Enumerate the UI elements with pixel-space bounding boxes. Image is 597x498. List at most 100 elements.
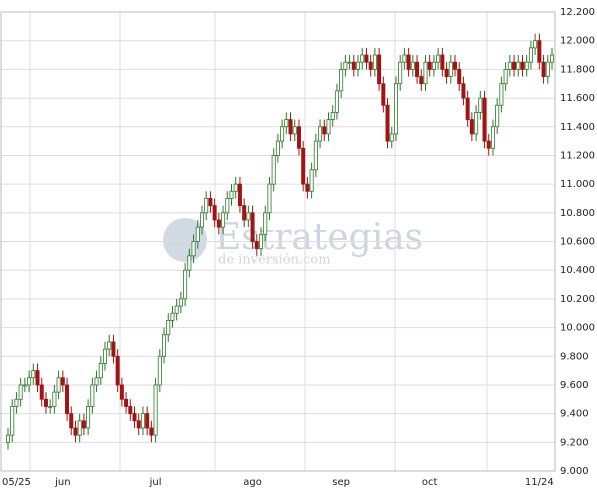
candle-body bbox=[423, 61, 428, 85]
candle-body bbox=[98, 363, 103, 379]
candle-body bbox=[31, 370, 36, 379]
candle-body bbox=[550, 54, 555, 63]
candle-body bbox=[469, 119, 474, 135]
candle-body bbox=[296, 126, 301, 149]
candle-body bbox=[157, 355, 162, 386]
candle-body bbox=[14, 398, 19, 407]
y-tick-label: 11.200 bbox=[560, 150, 595, 161]
candle-body bbox=[208, 198, 213, 207]
candle-body bbox=[436, 54, 441, 63]
candle-body bbox=[533, 40, 538, 49]
candle-body bbox=[389, 133, 394, 142]
candle-body bbox=[267, 183, 272, 214]
candle-body bbox=[482, 97, 487, 142]
x-tick-label: 11/24 bbox=[525, 477, 554, 488]
candle-body bbox=[448, 61, 453, 77]
candle-body bbox=[86, 406, 91, 429]
candle-body bbox=[166, 319, 171, 336]
candle-body bbox=[330, 112, 335, 120]
candle-body bbox=[254, 241, 259, 250]
candle-body bbox=[474, 112, 479, 135]
candle-body bbox=[81, 420, 86, 429]
candle-body bbox=[52, 391, 57, 407]
y-tick-label: 9.600 bbox=[560, 380, 589, 391]
candle-body bbox=[520, 61, 525, 70]
candle-body bbox=[284, 119, 289, 128]
candle-body bbox=[229, 190, 234, 199]
candle-body bbox=[107, 341, 112, 350]
candle-body bbox=[153, 384, 158, 436]
x-tick-label: sep bbox=[332, 477, 350, 488]
candle-body bbox=[461, 83, 466, 99]
candle-body bbox=[69, 413, 74, 429]
candle-body bbox=[528, 47, 533, 63]
candle-body bbox=[271, 155, 276, 185]
candle-body bbox=[132, 413, 137, 422]
candle-body bbox=[347, 61, 352, 64]
candle-body bbox=[419, 76, 424, 85]
x-tick-label: oct bbox=[422, 477, 438, 488]
candle-body bbox=[246, 212, 251, 221]
candle-body bbox=[444, 68, 449, 77]
candle-body bbox=[73, 427, 78, 436]
candle-body bbox=[343, 61, 348, 70]
y-tick-label: 10.400 bbox=[560, 265, 595, 276]
candle-body bbox=[275, 140, 280, 156]
candle-body bbox=[212, 205, 217, 221]
candle-body bbox=[27, 377, 32, 386]
candle-body bbox=[478, 97, 483, 113]
watermark-subtitle: de inversión.com bbox=[218, 253, 331, 268]
y-tick-label: 9.800 bbox=[560, 351, 589, 362]
y-tick-label: 10.600 bbox=[560, 237, 595, 248]
candle-body bbox=[263, 212, 268, 235]
candle-body bbox=[250, 212, 255, 242]
candle-body bbox=[415, 61, 420, 77]
candle-body bbox=[545, 61, 550, 77]
y-tick-label: 11.600 bbox=[560, 93, 595, 104]
candle-body bbox=[318, 126, 323, 142]
candle-body bbox=[102, 348, 107, 364]
candle-body bbox=[356, 61, 361, 70]
y-tick-label: 9.200 bbox=[560, 437, 589, 448]
candle-body bbox=[486, 140, 491, 149]
candle-body bbox=[18, 384, 23, 400]
candle-body bbox=[111, 341, 116, 357]
candle-body bbox=[124, 398, 129, 407]
candle-body bbox=[225, 198, 230, 214]
plot-border bbox=[0, 11, 556, 472]
candle-body bbox=[393, 83, 398, 135]
candle-body bbox=[453, 61, 458, 70]
candle-body bbox=[334, 90, 339, 113]
x-tick-label: ago bbox=[243, 477, 262, 488]
candle-body bbox=[22, 384, 27, 387]
candle-body bbox=[90, 384, 95, 407]
candle-body bbox=[10, 406, 15, 436]
candle-body bbox=[162, 334, 167, 357]
candle-body bbox=[490, 126, 495, 149]
candle-body bbox=[440, 54, 445, 70]
candle-body bbox=[115, 355, 120, 386]
y-tick-label: 12.200 bbox=[560, 7, 595, 18]
x-tick-label: jul bbox=[149, 477, 162, 488]
candle-body bbox=[301, 147, 306, 185]
candle-body bbox=[339, 68, 344, 92]
candle-body bbox=[280, 126, 285, 142]
y-tick-label: 11.800 bbox=[560, 64, 595, 75]
y-tick-label: 10.000 bbox=[560, 323, 595, 334]
candle-body bbox=[541, 61, 546, 77]
y-tick-label: 10.200 bbox=[560, 294, 595, 305]
candle-body bbox=[145, 413, 150, 429]
candle-body bbox=[427, 61, 432, 70]
candle-body bbox=[187, 255, 192, 271]
candle-body bbox=[56, 377, 61, 393]
y-tick-label: 12.000 bbox=[560, 36, 595, 47]
candle-body bbox=[204, 198, 209, 214]
candle-body bbox=[406, 54, 411, 70]
candle-body bbox=[377, 54, 382, 85]
candle-body bbox=[237, 183, 242, 207]
plot: 9.000 9.200 9.400 9.600 9.800 10.000 10.200 10.… bbox=[0, 7, 595, 488]
x-tick-label: 05/25 bbox=[2, 477, 31, 488]
candle-body bbox=[35, 370, 40, 386]
candle-body bbox=[195, 226, 200, 242]
